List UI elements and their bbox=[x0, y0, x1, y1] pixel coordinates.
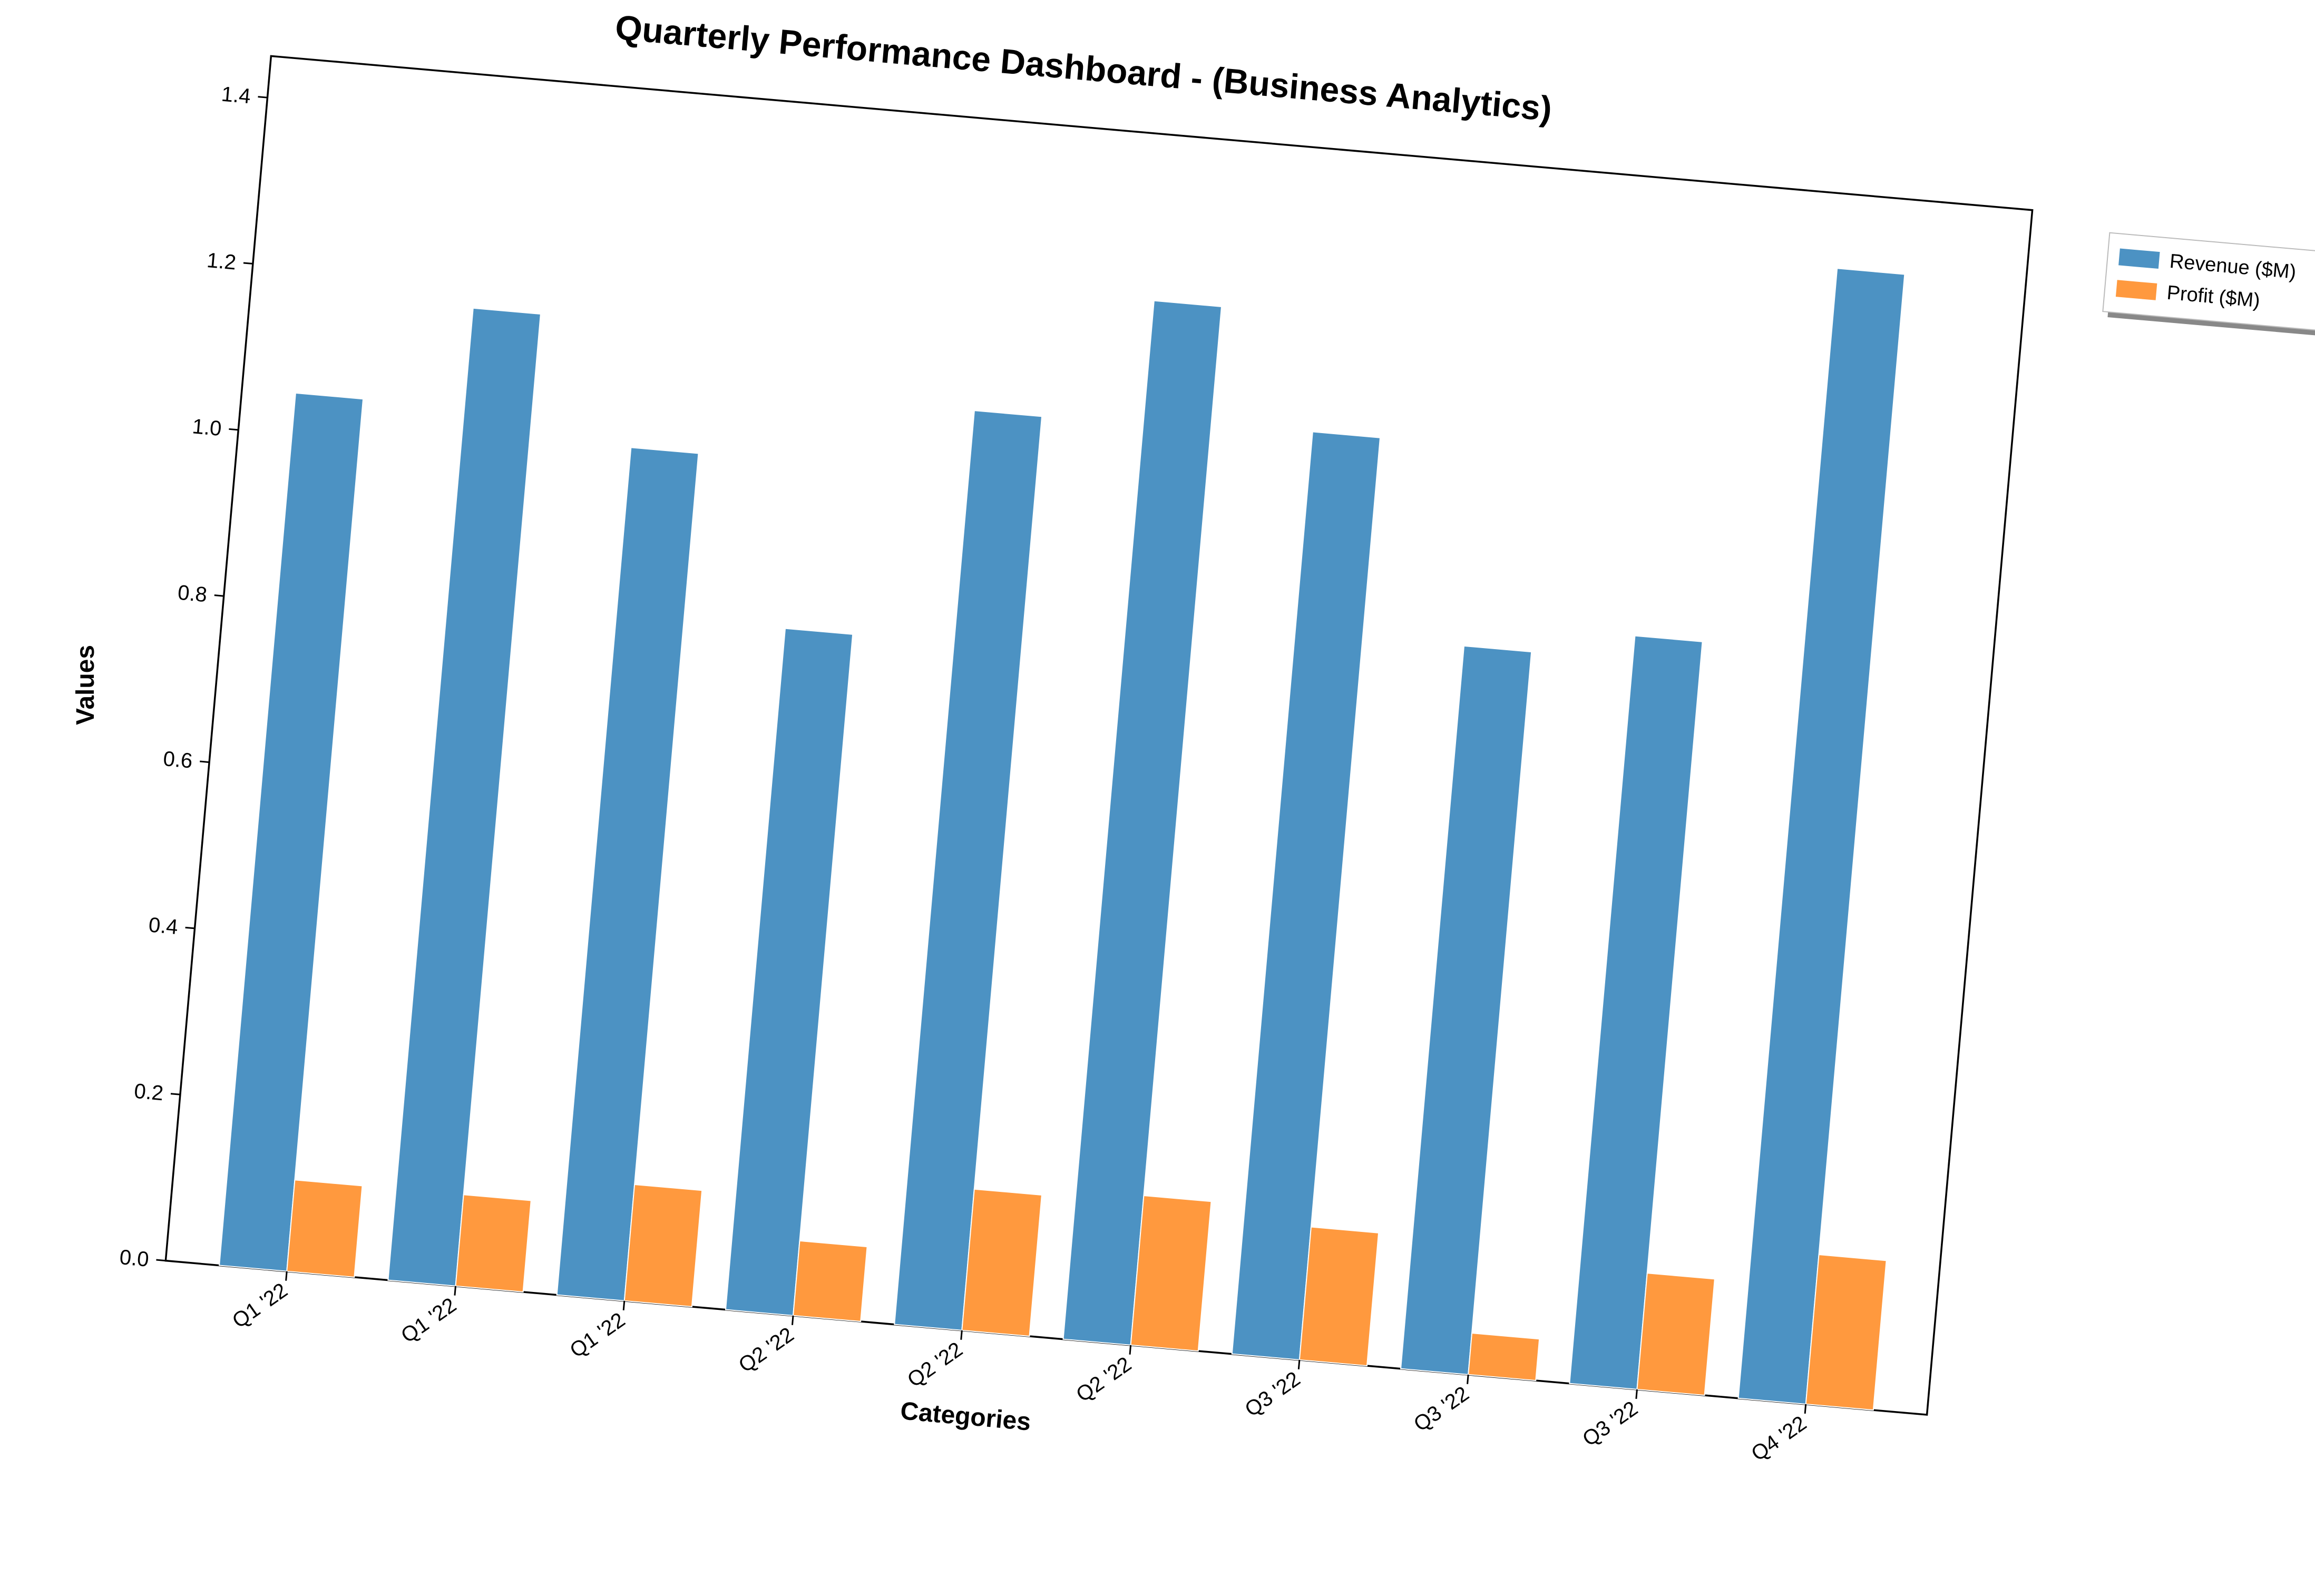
y-tick-mark-2 bbox=[185, 926, 195, 929]
bar-revenue-0 bbox=[219, 392, 364, 1272]
legend-swatch-1 bbox=[2115, 280, 2157, 300]
y-tick-mark-5 bbox=[229, 428, 239, 431]
plot-area-frame bbox=[164, 55, 2034, 1416]
x-tick-mark-6 bbox=[1297, 1359, 1301, 1369]
bar-revenue-9 bbox=[1737, 268, 1906, 1405]
bar-profit-3 bbox=[792, 1240, 868, 1323]
legend-swatch-0 bbox=[2118, 248, 2160, 269]
x-tick-mark-1 bbox=[454, 1286, 456, 1296]
bar-revenue-1 bbox=[387, 307, 541, 1287]
x-tick-mark-2 bbox=[622, 1300, 626, 1310]
y-tick-label-2: 0.4 bbox=[148, 913, 179, 939]
legend: Revenue ($M)Profit ($M) bbox=[2102, 232, 2315, 337]
bar-revenue-5 bbox=[1062, 300, 1223, 1346]
bar-revenue-8 bbox=[1569, 635, 1703, 1390]
bar-profit-8 bbox=[1636, 1272, 1715, 1396]
bar-profit-5 bbox=[1130, 1194, 1212, 1352]
bar-profit-1 bbox=[455, 1194, 532, 1293]
x-tick-mark-7 bbox=[1467, 1374, 1469, 1384]
x-tick-mark-5 bbox=[1129, 1345, 1132, 1355]
y-tick-label-0: 0.0 bbox=[119, 1246, 150, 1271]
y-tick-mark-7 bbox=[258, 96, 268, 99]
y-axis-label: Values bbox=[72, 645, 100, 725]
bar-revenue-7 bbox=[1400, 645, 1532, 1375]
y-tick-label-1: 0.2 bbox=[133, 1080, 164, 1105]
bar-profit-4 bbox=[961, 1188, 1042, 1337]
bar-profit-9 bbox=[1805, 1254, 1887, 1411]
y-tick-label-6: 1.2 bbox=[206, 249, 237, 275]
x-tick-mark-3 bbox=[791, 1315, 794, 1325]
bar-revenue-2 bbox=[556, 447, 699, 1301]
bars-group bbox=[219, 268, 1906, 1411]
y-axis: 0.0 0.2 0.4 0.6 0.8 1.0 1.2 1.4 bbox=[119, 83, 268, 1271]
plot-frame bbox=[164, 55, 2034, 1416]
bar-revenue-4 bbox=[894, 410, 1043, 1331]
bar-revenue-6 bbox=[1231, 431, 1381, 1360]
bar-profit-6 bbox=[1298, 1226, 1380, 1367]
y-tick-label-4: 0.8 bbox=[177, 581, 208, 607]
bar-profit-7 bbox=[1468, 1332, 1540, 1382]
x-tick-mark-4 bbox=[960, 1330, 963, 1340]
y-tick-mark-3 bbox=[200, 760, 210, 763]
y-tick-mark-1 bbox=[170, 1093, 181, 1095]
y-tick-label-3: 0.6 bbox=[162, 747, 193, 773]
y-tick-mark-0 bbox=[156, 1259, 166, 1262]
bar-revenue-3 bbox=[725, 628, 854, 1316]
x-tick-mark-8 bbox=[1635, 1389, 1638, 1399]
y-tick-mark-6 bbox=[243, 262, 253, 265]
x-tick-mark-9 bbox=[1804, 1404, 1807, 1414]
y-tick-mark-4 bbox=[214, 594, 224, 597]
x-tick-mark-0 bbox=[285, 1271, 288, 1281]
y-tick-label-7: 1.4 bbox=[220, 83, 251, 109]
bar-profit-2 bbox=[623, 1183, 703, 1308]
legend-box bbox=[2102, 232, 2315, 332]
y-tick-label-5: 1.0 bbox=[191, 415, 222, 440]
bar-profit-0 bbox=[286, 1179, 363, 1278]
